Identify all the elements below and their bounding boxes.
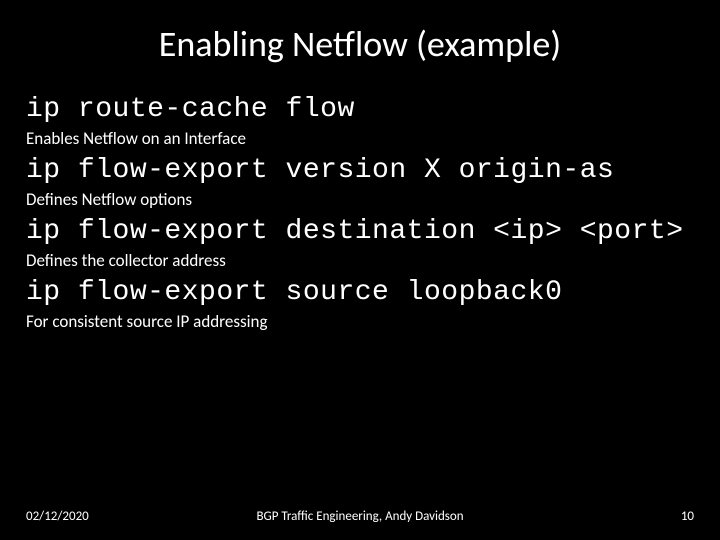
slide-footer: 02/12/2020 BGP Traffic Engineering, Andy… bbox=[26, 509, 694, 524]
command-line: ip flow-export version X origin-as bbox=[26, 153, 694, 188]
footer-center: BGP Traffic Engineering, Andy Davidson bbox=[256, 509, 463, 524]
command-line: ip route-cache flow bbox=[26, 92, 694, 127]
slide: Enabling Netflow (example) ip route-cach… bbox=[0, 0, 720, 540]
slide-title: Enabling Netflow (example) bbox=[26, 22, 694, 66]
footer-date: 02/12/2020 bbox=[26, 509, 89, 524]
command-description: Enables Netflow on an Interface bbox=[26, 128, 694, 149]
command-line: ip flow-export source loopback0 bbox=[26, 275, 694, 310]
footer-page-number: 10 bbox=[681, 509, 694, 524]
command-description: For consistent source IP addressing bbox=[26, 311, 694, 332]
command-description: Defines the collector address bbox=[26, 250, 694, 271]
command-line: ip flow-export destination <ip> <port> bbox=[26, 214, 694, 249]
command-description: Defines Netflow options bbox=[26, 189, 694, 210]
